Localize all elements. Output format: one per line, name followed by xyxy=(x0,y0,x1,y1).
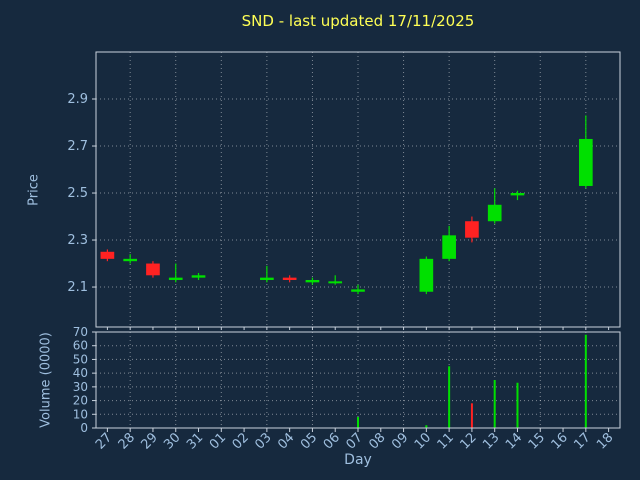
svg-text:28: 28 xyxy=(116,430,138,452)
svg-text:18: 18 xyxy=(594,430,616,452)
svg-text:20: 20 xyxy=(73,394,88,408)
svg-text:11: 11 xyxy=(435,430,457,452)
chart-title: SND - last updated 17/11/2025 xyxy=(241,12,475,30)
candles xyxy=(100,115,593,295)
svg-text:09: 09 xyxy=(389,430,411,452)
volume-bars xyxy=(357,334,587,428)
price-gridlines xyxy=(96,98,620,288)
svg-text:40: 40 xyxy=(73,366,88,380)
svg-text:05: 05 xyxy=(298,430,320,452)
svg-text:01: 01 xyxy=(207,430,229,452)
svg-text:2.9: 2.9 xyxy=(67,92,88,107)
svg-text:07: 07 xyxy=(344,430,366,452)
svg-text:10: 10 xyxy=(412,430,434,452)
svg-text:2.1: 2.1 xyxy=(67,280,88,295)
svg-text:2.7: 2.7 xyxy=(67,139,88,154)
price-y-ticks: 2.1 2.3 2.5 2.7 2.9 xyxy=(67,92,96,295)
svg-text:10: 10 xyxy=(73,407,88,421)
svg-text:30: 30 xyxy=(161,430,183,452)
svg-text:27: 27 xyxy=(93,430,115,452)
svg-text:50: 50 xyxy=(73,352,88,366)
svg-text:70: 70 xyxy=(73,325,88,339)
volume-gridlines xyxy=(96,52,620,429)
svg-text:17: 17 xyxy=(571,430,593,452)
svg-text:08: 08 xyxy=(366,430,388,452)
svg-text:2.5: 2.5 xyxy=(67,186,88,201)
svg-text:29: 29 xyxy=(138,430,160,452)
svg-text:16: 16 xyxy=(549,430,571,452)
svg-text:15: 15 xyxy=(526,430,548,452)
svg-text:06: 06 xyxy=(321,430,343,452)
svg-text:30: 30 xyxy=(73,380,88,394)
svg-text:14: 14 xyxy=(503,430,525,452)
svg-text:60: 60 xyxy=(73,339,88,353)
x-ticks: 27 28 29 30 31 01 02 03 04 05 06 07 08 09 10 11 12 13 14 15… xyxy=(93,327,616,453)
svg-text:2.3: 2.3 xyxy=(67,233,88,248)
svg-text:03: 03 xyxy=(252,430,274,452)
volume-plot-frame xyxy=(95,331,621,429)
day-axis-label: Day xyxy=(344,452,372,468)
price-plot-frame xyxy=(95,51,621,328)
svg-text:04: 04 xyxy=(275,430,297,452)
svg-text:13: 13 xyxy=(480,430,502,452)
svg-text:02: 02 xyxy=(230,430,252,452)
svg-text:0: 0 xyxy=(80,421,88,435)
svg-text:12: 12 xyxy=(457,430,479,452)
svg-text:31: 31 xyxy=(184,430,206,452)
